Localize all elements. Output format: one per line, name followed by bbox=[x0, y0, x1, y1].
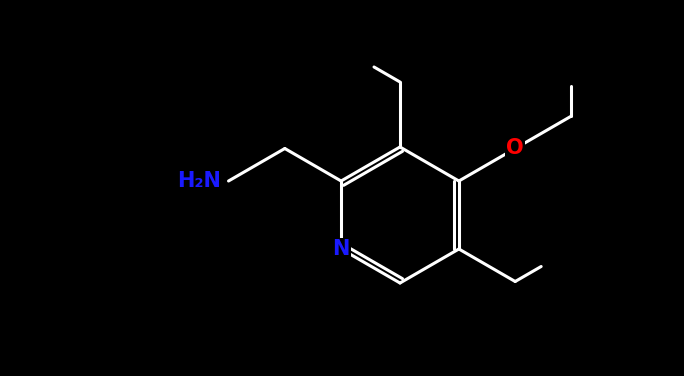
Text: O: O bbox=[506, 138, 524, 159]
Text: H₂N: H₂N bbox=[176, 171, 220, 191]
Text: N: N bbox=[332, 239, 350, 259]
